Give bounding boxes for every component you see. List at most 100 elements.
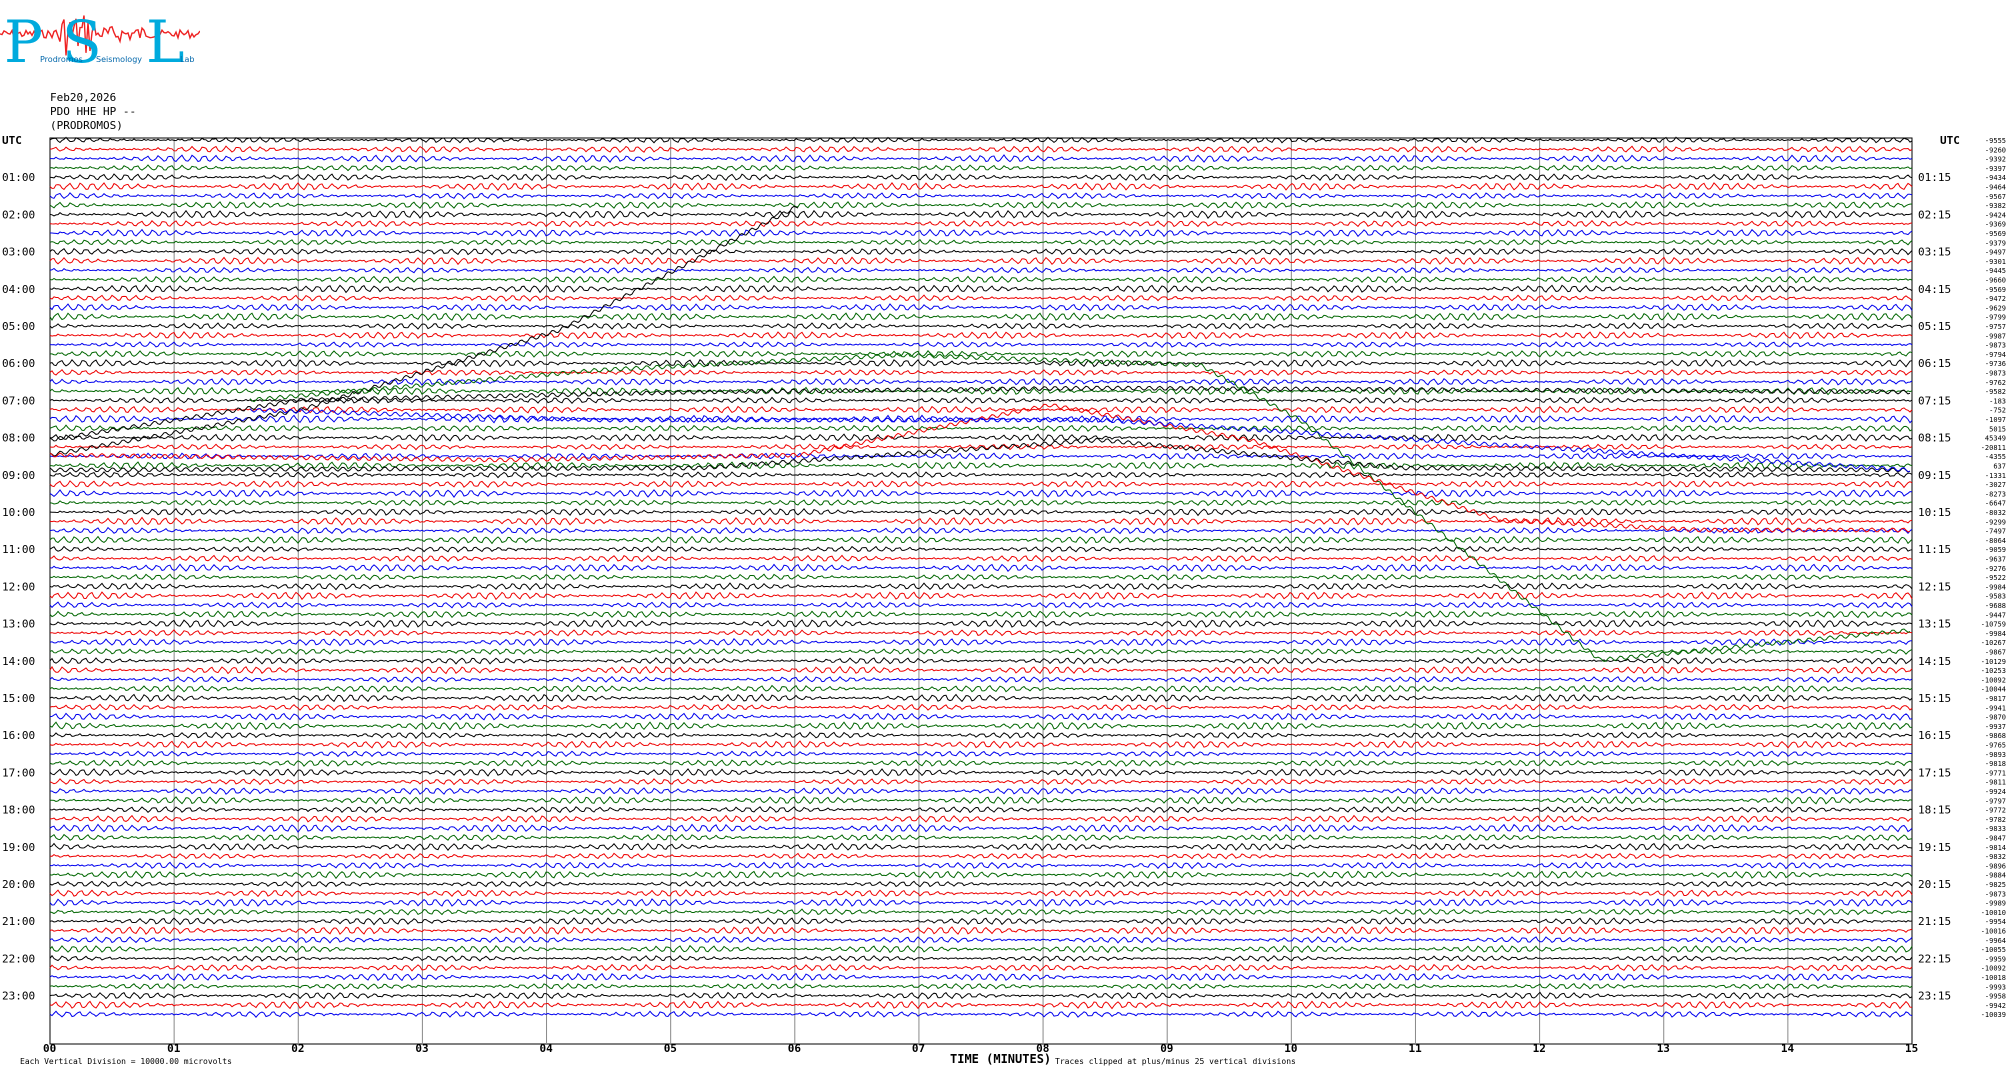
trace-offset-label: -9059 bbox=[1985, 546, 2006, 554]
seismic-trace bbox=[49, 1000, 1913, 1010]
trace-offset-label: -9924 bbox=[1985, 788, 2006, 796]
left-hour-label: 14:00 bbox=[2, 655, 35, 668]
right-hour-label: 08:15 bbox=[1918, 432, 1951, 445]
trace-offset-label: -9817 bbox=[1985, 695, 2006, 703]
trace-offset-label: -9772 bbox=[1985, 807, 2006, 815]
trace-offset-label: -8032 bbox=[1985, 509, 2006, 517]
trace-offset-label: -9629 bbox=[1985, 304, 2006, 312]
seismic-trace bbox=[49, 192, 1913, 200]
seismic-trace bbox=[49, 944, 1913, 954]
seismic-trace bbox=[49, 814, 1913, 824]
trace-offset-label: -9868 bbox=[1985, 732, 2006, 740]
seismic-trace bbox=[49, 972, 1913, 982]
trace-offset-label: -8273 bbox=[1985, 490, 2006, 498]
seismic-trace bbox=[49, 601, 1913, 609]
trace-offset-label: -9987 bbox=[1985, 332, 2006, 340]
right-hour-label: 17:15 bbox=[1918, 766, 1951, 779]
left-hour-label: 17:00 bbox=[2, 766, 35, 779]
trace-offset-label: -9569 bbox=[1985, 230, 2006, 238]
left-hour-label: 16:00 bbox=[2, 729, 35, 742]
trace-offset-label: -3027 bbox=[1985, 481, 2006, 489]
right-hour-label: 15:15 bbox=[1918, 692, 1951, 705]
left-hour-label: 08:00 bbox=[2, 432, 35, 445]
seismic-trace bbox=[49, 982, 1913, 990]
left-hour-label: 10:00 bbox=[2, 506, 35, 519]
trace-offset-label: -9799 bbox=[1985, 314, 2006, 322]
trace-offset-label: -9942 bbox=[1985, 1002, 2006, 1010]
right-hour-label: 03:15 bbox=[1918, 246, 1951, 259]
trace-offset-label: -20811 bbox=[1981, 444, 2006, 452]
seismic-trace bbox=[49, 368, 1913, 377]
x-tick-label: 06 bbox=[788, 1042, 802, 1055]
seismic-trace bbox=[49, 488, 1913, 498]
trace-offset-label: -9984 bbox=[1985, 583, 2006, 591]
seismic-trace bbox=[49, 330, 1913, 340]
trace-offset-label: -9299 bbox=[1985, 518, 2006, 526]
trace-offset-label: -9873 bbox=[1985, 890, 2006, 898]
trace-offset-label: -9522 bbox=[1985, 574, 2006, 582]
seismic-traces bbox=[49, 136, 1913, 1018]
x-tick-label: 08 bbox=[1036, 1042, 1049, 1055]
x-tick-label: 00 bbox=[43, 1042, 56, 1055]
seismic-trace bbox=[49, 861, 1913, 870]
trace-offset-label: -10759 bbox=[1981, 621, 2006, 629]
seismic-trace bbox=[49, 173, 1913, 182]
seismic-trace bbox=[50, 350, 1913, 358]
trace-offset-label: -9434 bbox=[1985, 174, 2006, 182]
trace-offset-label: -9818 bbox=[1985, 760, 2006, 768]
x-tick-label: 04 bbox=[540, 1042, 554, 1055]
x-tick-label: 14 bbox=[1781, 1042, 1795, 1055]
right-hour-label: 21:15 bbox=[1918, 915, 1951, 928]
seismic-trace bbox=[49, 424, 1913, 433]
right-hour-label: 13:15 bbox=[1918, 618, 1951, 631]
trace-offset-label: -9397 bbox=[1985, 165, 2006, 173]
x-tick-label: 13 bbox=[1657, 1042, 1670, 1055]
trace-offset-label: -9582 bbox=[1985, 388, 2006, 396]
right-hour-label: 22:15 bbox=[1918, 952, 1951, 965]
seismic-trace bbox=[49, 703, 1913, 712]
trace-offset-label: -9832 bbox=[1985, 853, 2006, 861]
left-hour-label: 09:00 bbox=[2, 469, 35, 482]
seismic-trace bbox=[49, 247, 1913, 256]
right-hour-label: 01:15 bbox=[1918, 171, 1951, 184]
trace-offset-label: -9873 bbox=[1985, 370, 2006, 378]
right-hour-label: 06:15 bbox=[1918, 357, 1951, 370]
seismic-trace bbox=[49, 396, 1913, 405]
right-hour-label: 20:15 bbox=[1918, 878, 1951, 891]
trace-offset-label: -9896 bbox=[1985, 862, 2006, 870]
right-hour-label: 12:15 bbox=[1918, 580, 1951, 593]
trace-offset-label: -9964 bbox=[1985, 937, 2006, 945]
seismic-trace bbox=[49, 637, 1913, 647]
seismic-trace bbox=[49, 629, 1913, 637]
trace-offset-label: -10092 bbox=[1981, 676, 2006, 684]
left-hour-label: 01:00 bbox=[2, 171, 35, 184]
x-tick-label: 02 bbox=[291, 1042, 304, 1055]
trace-offset-label: -10018 bbox=[1981, 974, 2006, 982]
trace-offset-label: -9782 bbox=[1985, 816, 2006, 824]
seismic-trace bbox=[49, 870, 1913, 880]
x-tick-label: 07 bbox=[912, 1042, 925, 1055]
seismic-trace bbox=[50, 228, 1913, 238]
seismic-trace bbox=[49, 889, 1913, 898]
trace-offset-label: -9870 bbox=[1985, 714, 2006, 722]
seismic-trace bbox=[49, 461, 1913, 470]
right-hour-label: 14:15 bbox=[1918, 655, 1951, 668]
trace-offset-label: -9959 bbox=[1985, 955, 2006, 963]
trace-offset-label: -8064 bbox=[1985, 537, 2006, 545]
trace-offset-label: -752 bbox=[1989, 407, 2006, 415]
trace-offset-label: 637 bbox=[1993, 463, 2006, 471]
seismic-trace bbox=[49, 182, 1913, 192]
left-hour-label: 19:00 bbox=[2, 841, 35, 854]
seismic-trace bbox=[49, 545, 1913, 553]
trace-offset-label: -9260 bbox=[1985, 146, 2006, 154]
left-utc-header: UTC bbox=[2, 134, 22, 147]
footer-clip-note: Traces clipped at plus/minus 25 vertical… bbox=[1055, 1057, 1296, 1066]
seismic-trace bbox=[49, 164, 1913, 172]
trace-offset-label: -10044 bbox=[1981, 686, 2006, 694]
trace-offset-label: -9555 bbox=[1985, 137, 2006, 145]
seismic-trace bbox=[49, 908, 1913, 916]
clipped-trace bbox=[49, 437, 1911, 473]
left-hour-label: 13:00 bbox=[2, 618, 35, 631]
right-hour-label: 09:15 bbox=[1918, 469, 1951, 482]
plot-frame bbox=[49, 137, 1913, 1045]
